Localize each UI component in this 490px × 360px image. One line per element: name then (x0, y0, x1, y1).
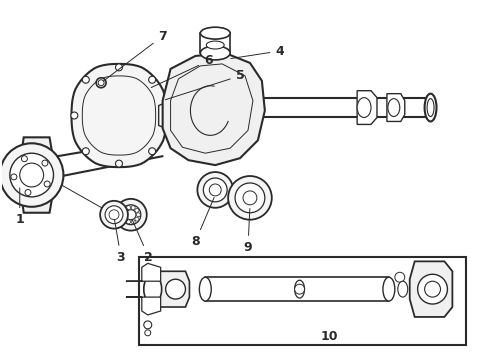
Circle shape (109, 210, 119, 220)
Polygon shape (126, 297, 161, 315)
Polygon shape (357, 91, 377, 125)
Polygon shape (158, 271, 190, 307)
Ellipse shape (206, 41, 224, 49)
Polygon shape (387, 94, 405, 121)
Circle shape (145, 330, 151, 336)
Polygon shape (72, 64, 167, 167)
Circle shape (122, 213, 125, 217)
Ellipse shape (357, 98, 371, 117)
Ellipse shape (199, 277, 211, 301)
Circle shape (425, 281, 441, 297)
Circle shape (44, 181, 50, 187)
Ellipse shape (294, 280, 305, 298)
Text: 6: 6 (151, 54, 213, 87)
Circle shape (144, 321, 152, 329)
Circle shape (105, 206, 123, 224)
Circle shape (82, 76, 89, 83)
Circle shape (121, 205, 141, 225)
Circle shape (135, 208, 139, 212)
Circle shape (148, 76, 156, 83)
Polygon shape (171, 64, 253, 153)
Circle shape (20, 163, 44, 187)
Circle shape (209, 184, 221, 196)
Circle shape (439, 266, 444, 272)
Circle shape (22, 156, 27, 162)
Text: 4: 4 (231, 45, 284, 59)
Circle shape (116, 64, 122, 71)
Circle shape (98, 80, 104, 86)
Text: 7: 7 (103, 30, 167, 81)
Circle shape (115, 199, 147, 231)
Polygon shape (82, 76, 156, 155)
Circle shape (160, 112, 167, 119)
Ellipse shape (383, 277, 395, 301)
Ellipse shape (388, 99, 400, 117)
Circle shape (294, 284, 305, 294)
Polygon shape (410, 261, 452, 317)
Polygon shape (126, 264, 161, 281)
Text: 3: 3 (115, 220, 125, 264)
Circle shape (135, 217, 139, 221)
Circle shape (131, 220, 135, 224)
Text: 10: 10 (320, 330, 338, 343)
Circle shape (148, 148, 156, 155)
Ellipse shape (398, 281, 408, 297)
Circle shape (100, 201, 128, 229)
Text: 8: 8 (191, 197, 214, 248)
Ellipse shape (425, 94, 437, 121)
Circle shape (123, 208, 127, 212)
Circle shape (166, 279, 185, 299)
Circle shape (126, 210, 136, 220)
Circle shape (126, 220, 130, 224)
Polygon shape (159, 103, 168, 129)
Ellipse shape (200, 27, 230, 39)
Circle shape (395, 272, 405, 282)
Ellipse shape (200, 46, 230, 60)
Circle shape (437, 264, 446, 274)
Circle shape (417, 274, 447, 304)
Bar (139, 257, 466, 345)
Circle shape (82, 148, 89, 155)
Circle shape (136, 213, 140, 217)
Circle shape (42, 160, 48, 166)
Circle shape (0, 143, 63, 207)
Circle shape (10, 153, 53, 197)
Circle shape (243, 191, 257, 205)
Text: 5: 5 (165, 69, 245, 100)
Circle shape (203, 178, 227, 202)
Circle shape (11, 174, 17, 180)
Circle shape (228, 176, 272, 220)
Circle shape (126, 206, 130, 210)
Text: 2: 2 (132, 219, 153, 264)
Text: 1: 1 (15, 188, 24, 226)
Ellipse shape (427, 99, 434, 117)
Circle shape (71, 112, 78, 119)
Polygon shape (163, 53, 265, 165)
Text: 9: 9 (244, 208, 252, 254)
Ellipse shape (144, 274, 162, 304)
Circle shape (123, 217, 127, 221)
Circle shape (235, 183, 265, 213)
Circle shape (197, 172, 233, 208)
Circle shape (96, 78, 106, 88)
Polygon shape (20, 137, 53, 213)
Circle shape (131, 206, 135, 210)
Circle shape (116, 160, 122, 167)
Circle shape (25, 189, 31, 195)
